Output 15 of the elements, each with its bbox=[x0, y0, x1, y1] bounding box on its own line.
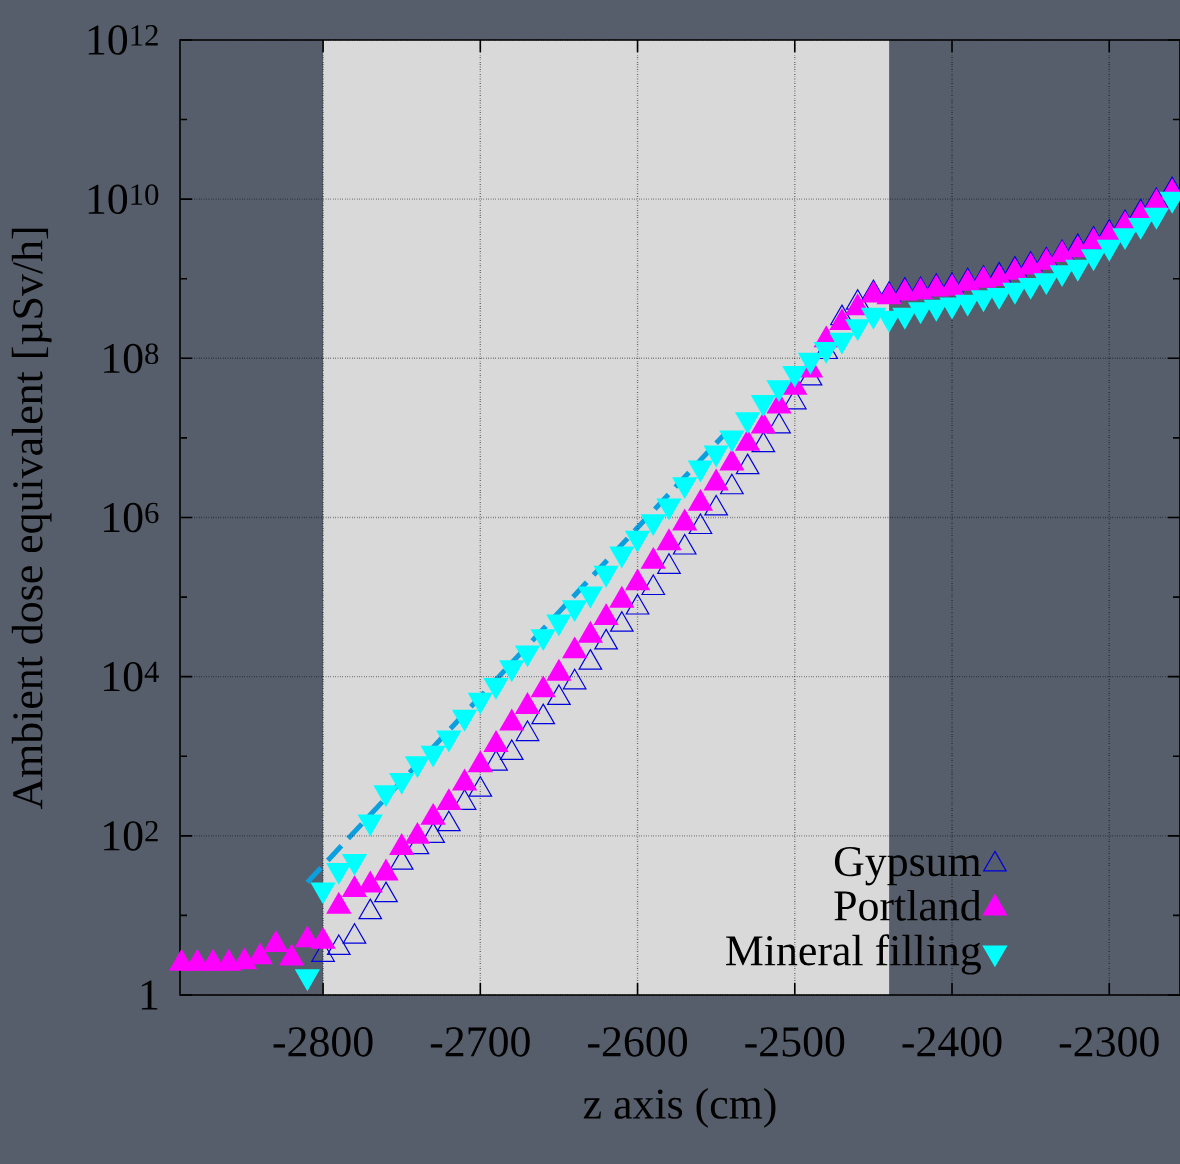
y-tick-label: 10$^{6}$ bbox=[104, 502, 159, 533]
y-axis-title: Ambient dose equivalent [µSv/h] bbox=[11, 228, 52, 810]
x-tick-label: -2300 bbox=[1059, 1027, 1159, 1057]
y-tick-label: 10$^{10}$ bbox=[88, 184, 159, 215]
x-tick-label: -2600 bbox=[588, 1027, 688, 1057]
x-tick-label: -2800 bbox=[273, 1027, 373, 1057]
x-tick-label: -2400 bbox=[902, 1027, 1002, 1057]
x-tick-label: -2500 bbox=[745, 1027, 845, 1057]
y-tick-label: 10$^{2}$ bbox=[104, 820, 158, 851]
x-axis-title: z axis (cm) bbox=[583, 1088, 776, 1128]
y-tick-label: 10$^{4}$ bbox=[104, 661, 159, 692]
y-tick-label: 1 bbox=[141, 980, 158, 1010]
y-tick-label: 10$^{12}$ bbox=[88, 25, 158, 55]
x-tick-label: -2700 bbox=[430, 1027, 530, 1057]
y-tick-label: 10$^{8}$ bbox=[104, 343, 159, 374]
